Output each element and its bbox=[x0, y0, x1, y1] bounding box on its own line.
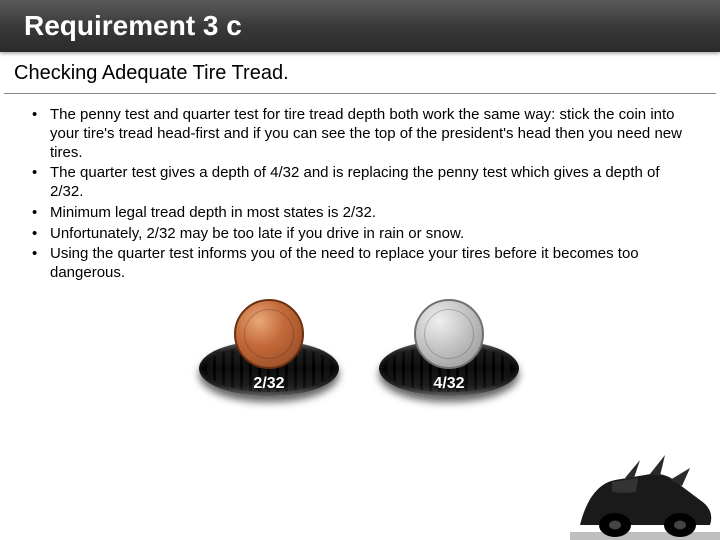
bullet-list: The penny test and quarter test for tire… bbox=[28, 106, 690, 283]
list-item: Using the quarter test informs you of th… bbox=[28, 245, 690, 283]
tire-depth-label: 2/32 bbox=[199, 375, 339, 393]
penny-test-figure: 2/32 bbox=[199, 299, 339, 396]
content-area: The penny test and quarter test for tire… bbox=[0, 106, 720, 396]
quarter-test-figure: 4/32 bbox=[379, 299, 519, 396]
car-crash-icon bbox=[570, 430, 720, 540]
list-item: Minimum legal tread depth in most states… bbox=[28, 204, 690, 223]
list-item: The penny test and quarter test for tire… bbox=[28, 106, 690, 162]
quarter-coin-icon bbox=[414, 299, 484, 369]
title-bar: Requirement 3 c bbox=[0, 0, 720, 52]
figure-row: 2/32 4/32 bbox=[28, 299, 690, 396]
tire-depth-label: 4/32 bbox=[379, 375, 519, 393]
list-item: Unfortunately, 2/32 may be too late if y… bbox=[28, 225, 690, 244]
subtitle: Checking Adequate Tire Tread. bbox=[4, 52, 716, 94]
list-item: The quarter test gives a depth of 4/32 a… bbox=[28, 164, 690, 202]
penny-coin-icon bbox=[234, 299, 304, 369]
page-title: Requirement 3 c bbox=[24, 10, 242, 42]
